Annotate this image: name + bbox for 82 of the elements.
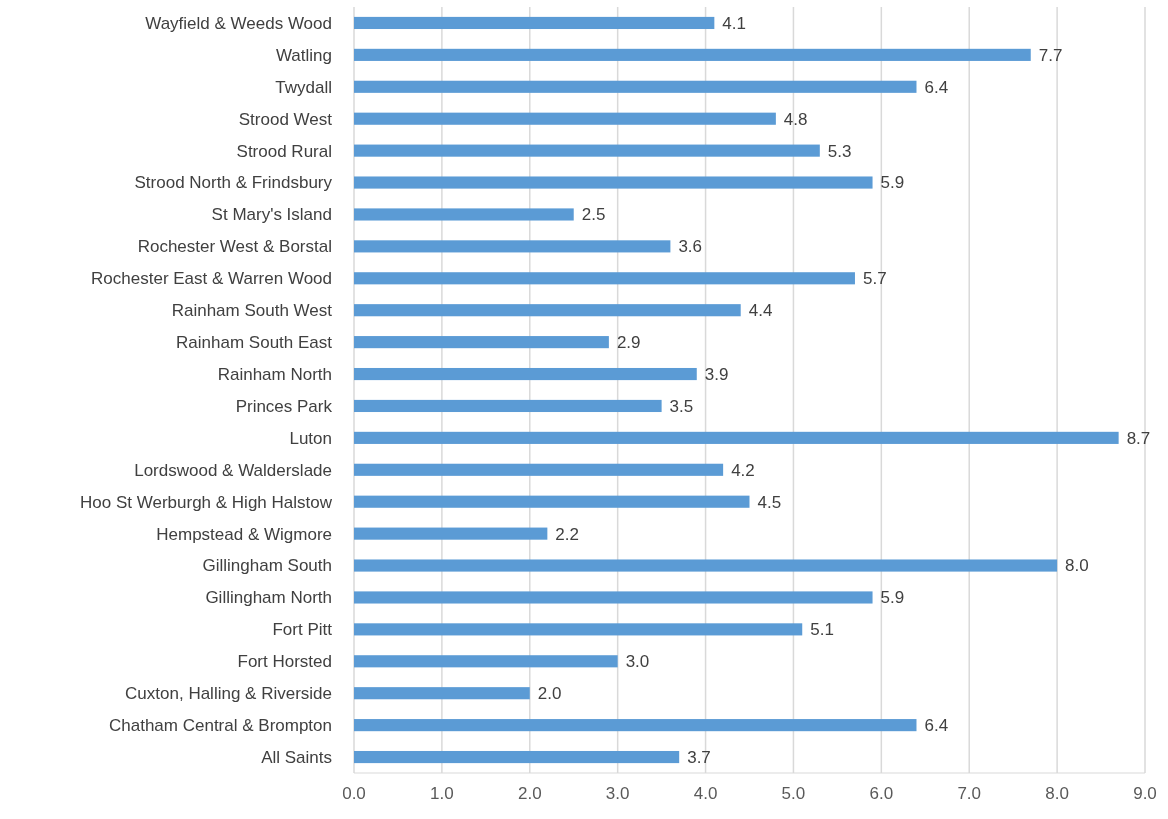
bar — [354, 367, 697, 381]
bar — [354, 750, 680, 764]
y-tick-label: Strood Rural — [236, 141, 332, 161]
bar — [354, 591, 873, 604]
data-label: 3.9 — [704, 364, 729, 384]
bar — [354, 687, 530, 700]
bar — [354, 336, 609, 349]
bar — [354, 48, 1031, 61]
bar — [354, 176, 873, 189]
data-label: 3.6 — [678, 237, 703, 257]
y-tick-label: Cuxton, Halling & Riverside — [125, 684, 332, 704]
data-label: 2.2 — [555, 524, 579, 544]
x-tick-label: 5.0 — [781, 784, 806, 803]
y-tick-label: Rainham North — [217, 364, 332, 384]
x-tick-label: 2.0 — [517, 784, 542, 803]
data-label: 6.4 — [924, 77, 949, 97]
data-label: 2.9 — [616, 333, 641, 353]
x-tick-label: 0.0 — [342, 784, 366, 803]
data-label: 3.7 — [687, 747, 711, 767]
y-tick-label: Lordswood & Walderslade — [134, 460, 332, 480]
x-tick-label: 9.0 — [1133, 784, 1157, 803]
data-label: 4.2 — [731, 460, 755, 480]
data-label: 8.7 — [1126, 428, 1151, 448]
data-label: 4.4 — [748, 301, 773, 321]
y-tick-label: Gillingham South — [202, 556, 332, 576]
y-tick-label: Fort Horsted — [237, 652, 332, 672]
data-label: 5.9 — [880, 173, 905, 193]
x-tick-label: 7.0 — [957, 784, 982, 803]
y-tick-label: Strood North & Frindsbury — [134, 173, 333, 193]
bar — [354, 719, 917, 732]
bar — [354, 144, 820, 157]
bar — [354, 16, 715, 30]
bar — [354, 304, 741, 317]
bar — [354, 463, 724, 476]
x-tick-label: 1.0 — [430, 784, 454, 803]
x-tick-label: 6.0 — [869, 784, 894, 803]
data-label: 8.0 — [1065, 556, 1089, 576]
y-tick-label: Hempstead & Wigmore — [156, 524, 332, 544]
bar — [354, 495, 750, 508]
x-tick-label: 3.0 — [605, 784, 630, 803]
x-tick-label: 4.0 — [693, 784, 718, 803]
bar — [354, 527, 548, 540]
data-label: 5.3 — [827, 141, 852, 161]
data-label: 5.9 — [880, 588, 905, 608]
y-tick-label: Fort Pitt — [272, 620, 333, 640]
bar — [354, 431, 1119, 444]
data-label: 6.4 — [924, 716, 949, 736]
data-label: 5.7 — [862, 269, 887, 289]
y-tick-label: Chatham Central & Brompton — [109, 716, 332, 736]
bar — [354, 399, 662, 413]
bar — [354, 112, 776, 125]
y-tick-label: Strood West — [238, 109, 333, 129]
bar — [354, 208, 574, 221]
bar — [354, 559, 1058, 572]
bar — [354, 623, 803, 636]
data-label: 3.5 — [669, 396, 694, 416]
data-label: 4.5 — [757, 492, 782, 512]
data-label: 7.7 — [1038, 45, 1063, 65]
y-tick-label: All Saints — [261, 747, 332, 767]
y-tick-label: Luton — [289, 428, 332, 448]
y-tick-label: Gillingham North — [205, 588, 332, 608]
data-label: 4.8 — [783, 109, 808, 129]
bar — [354, 655, 618, 668]
y-tick-label: Rainham South West — [171, 301, 333, 321]
y-tick-label: Wayfield & Weeds Wood — [145, 13, 332, 33]
x-tick-label: 8.0 — [1045, 784, 1069, 803]
y-tick-label: Twydall — [275, 77, 332, 97]
data-label: 3.0 — [625, 652, 650, 672]
data-label: 2.0 — [537, 684, 562, 704]
y-tick-label: St Mary's Island — [211, 205, 332, 225]
bar — [354, 272, 855, 285]
bar — [354, 240, 671, 253]
y-tick-label: Rochester East & Warren Wood — [91, 269, 332, 289]
y-tick-label: Princes Park — [235, 396, 333, 416]
y-tick-label: Rainham South East — [176, 333, 333, 353]
y-tick-label: Watling — [275, 45, 332, 65]
bar — [354, 80, 917, 93]
data-label: 5.1 — [810, 620, 834, 640]
data-label: 2.5 — [581, 205, 606, 225]
y-tick-label: Hoo St Werburgh & High Halstow — [80, 492, 333, 512]
y-tick-label: Rochester West & Borstal — [137, 237, 332, 257]
data-label: 4.1 — [722, 13, 746, 33]
